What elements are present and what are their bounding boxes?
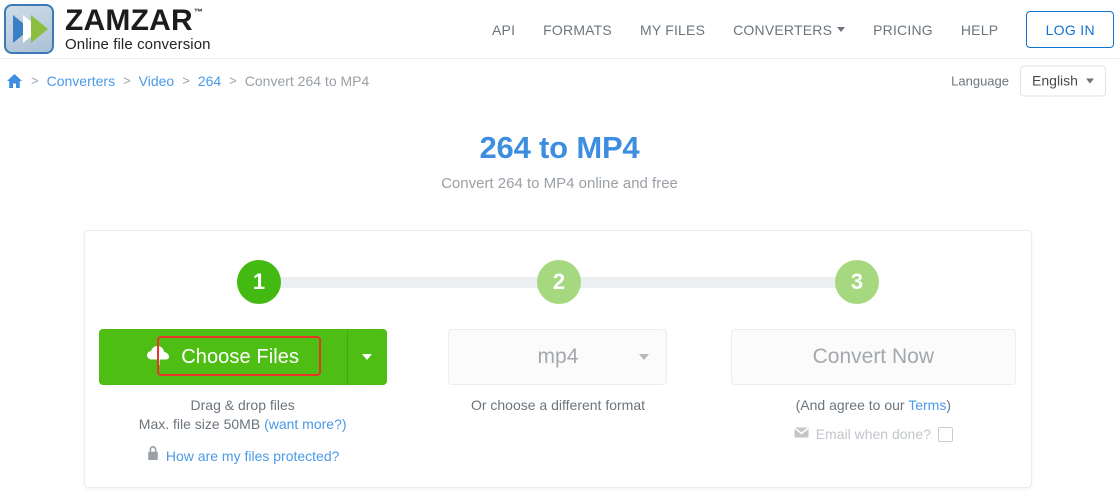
breadcrumb-bar: > Converters > Video > 264 > Convert 264… (0, 59, 1119, 102)
format-helper-text: Or choose a different format (470, 397, 646, 413)
email-when-done-checkbox[interactable] (937, 426, 953, 442)
terms-link[interactable]: Terms (908, 397, 947, 413)
files-protected-label: How are my files protected? (165, 447, 340, 464)
step-number: 3 (850, 269, 864, 294)
nav-label: PRICING (873, 21, 933, 38)
step-number: 2 (552, 269, 566, 294)
breadcrumb-item-current: Convert 264 to MP4 (244, 72, 370, 89)
output-format-value: mp4 (537, 345, 579, 368)
lock-icon (146, 445, 160, 466)
breadcrumb-separator: > (31, 73, 39, 88)
breadcrumb-separator: > (229, 73, 237, 88)
main-navigation: API FORMATS MY FILES CONVERTERS PRICING … (478, 0, 1119, 59)
terms-suffix: ) (946, 397, 952, 413)
nav-label: HELP (960, 21, 999, 38)
step-2-column: mp4 Or choose a different format (400, 329, 715, 466)
choose-files-button[interactable]: Choose Files (98, 329, 347, 385)
cloud-upload-icon (146, 344, 171, 371)
page-title-block: 264 to MP4 Convert 264 to MP4 online and… (0, 130, 1119, 192)
logo-trademark: ™ (193, 7, 204, 17)
zamzar-chevrons-logo-icon (4, 4, 54, 54)
nav-item-pricing[interactable]: PRICING (859, 22, 947, 38)
chevron-down-icon (639, 354, 650, 360)
step-indicator: 1 2 3 (85, 260, 1031, 304)
login-label: LOG IN (1045, 21, 1095, 38)
site-header: ZAMZAR™ Online file conversion API FORMA… (0, 0, 1119, 59)
language-dropdown[interactable]: English (1020, 65, 1106, 96)
logo-title: ZAMZAR (65, 4, 193, 37)
nav-item-formats[interactable]: FORMATS (529, 22, 626, 38)
chevron-down-icon (362, 354, 373, 360)
breadcrumb-item-264[interactable]: 264 (197, 72, 222, 89)
page-subtitle: Convert 264 to MP4 online and free (441, 175, 678, 192)
site-logo[interactable]: ZAMZAR™ Online file conversion (4, 4, 211, 54)
nav-label: FORMATS (543, 21, 612, 38)
terms-text: (And agree to our Terms) (796, 396, 951, 415)
nav-label: MY FILES (639, 21, 706, 38)
email-when-done-label: Email when done? (815, 426, 931, 442)
files-protected-link[interactable]: How are my files protected? (146, 445, 340, 466)
want-more-link[interactable]: (want more?) (264, 416, 347, 432)
chevron-down-icon (837, 27, 846, 32)
convert-now-label: Convert Now (812, 345, 934, 368)
envelope-icon (794, 425, 809, 443)
choose-files-label: Choose Files (181, 345, 300, 368)
step-3-badge: 3 (835, 260, 879, 304)
page-title: 264 to MP4 (479, 130, 640, 165)
converter-card: 1 2 3 Choose Files (84, 230, 1032, 488)
terms-prefix: (And agree to our (795, 397, 909, 413)
breadcrumb-separator: > (123, 73, 131, 88)
home-icon[interactable] (6, 73, 23, 89)
step-1-badge: 1 (237, 260, 281, 304)
nav-item-my-files[interactable]: MY FILES (626, 22, 719, 38)
nav-item-help[interactable]: HELP (947, 22, 1012, 38)
login-button[interactable]: LOG IN (1026, 11, 1115, 48)
breadcrumb-separator: > (182, 73, 190, 88)
logo-subtitle: Online file conversion (65, 36, 211, 53)
language-selector: Language English (951, 65, 1106, 96)
nav-label: CONVERTERS (733, 21, 833, 38)
step-3-column: Convert Now (And agree to our Terms) Ema… (716, 329, 1031, 466)
breadcrumb: > Converters > Video > 264 > Convert 264… (6, 73, 369, 89)
nav-item-converters[interactable]: CONVERTERS (719, 22, 859, 38)
step-number: 1 (252, 269, 266, 294)
language-label: Language (951, 73, 1009, 88)
converter-columns: Choose Files Drag & drop files Max. file… (85, 329, 1031, 466)
output-format-dropdown[interactable]: mp4 (448, 329, 668, 385)
nav-item-api[interactable]: API (478, 22, 529, 38)
nav-label: API (492, 21, 516, 38)
step-1-column: Choose Files Drag & drop files Max. file… (85, 329, 400, 466)
max-file-size-text: Max. file size 50MB (want more?) (139, 415, 347, 434)
convert-now-button[interactable]: Convert Now (730, 329, 1016, 385)
choose-files-group: Choose Files (98, 329, 387, 385)
language-value: English (1032, 72, 1078, 89)
drag-drop-text: Drag & drop files (190, 397, 295, 413)
breadcrumb-item-converters[interactable]: Converters (46, 72, 116, 89)
chevron-down-icon (1085, 78, 1094, 83)
max-size-label: Max. file size 50MB (138, 416, 261, 432)
step-2-badge: 2 (537, 260, 581, 304)
choose-files-dropdown-toggle[interactable] (346, 329, 387, 385)
email-when-done-row: Email when done? (794, 425, 953, 443)
breadcrumb-item-video[interactable]: Video (138, 72, 175, 89)
